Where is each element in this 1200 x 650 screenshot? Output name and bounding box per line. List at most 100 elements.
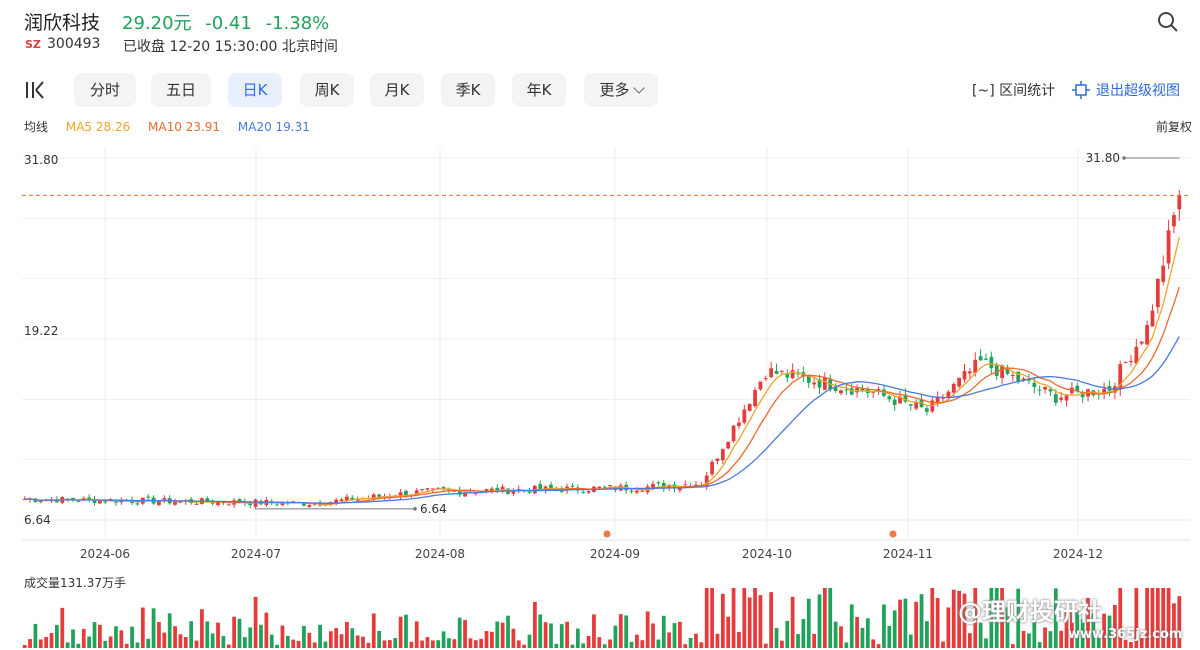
search-icon[interactable] [1156,10,1180,34]
candle-body [753,389,757,407]
volume-bar [822,588,827,648]
volume-bar [264,612,269,648]
candle-body [774,370,779,374]
volume-bar [130,626,134,648]
candle-body [758,381,763,390]
volume-bar [355,635,360,648]
tab-monthly-k[interactable]: 月K [370,73,424,107]
volume-bar [780,640,784,648]
candle-body [1080,393,1085,398]
candle-body [420,489,424,491]
volume-bar [667,632,672,648]
ma10-value: MA10 23.91 [148,120,221,134]
volume-bar [828,588,833,648]
candle-body [1155,278,1160,308]
volume-bar [307,632,312,648]
volume-bar [377,630,382,648]
tab-more[interactable]: 更多 [584,73,658,107]
volume-bar [613,625,618,648]
volume-bar [1161,588,1166,648]
candle-body [946,391,951,398]
volume-bar [210,633,215,648]
volume-bar [350,628,355,648]
volume-bar [259,624,263,648]
volume-bar [334,628,339,648]
range-stats-button[interactable]: [~] 区间统计 [972,83,1056,99]
volume-bar [941,641,945,648]
volume-bar [597,637,602,648]
volume-bar [216,622,220,648]
candle-body [833,387,838,391]
volume-bar [769,592,774,648]
tab-daily-k[interactable]: 日K [228,73,282,107]
volume-bar [801,619,806,648]
volume-bar [790,596,795,648]
candle-body [38,501,43,503]
volume-bar [393,638,398,648]
kline-toggle-icon[interactable] [24,80,46,100]
volume-bar [602,644,607,648]
candle-body [710,461,714,475]
volume-bar [420,640,424,648]
volume-label: 成交量131.37万手 [24,576,126,590]
ma20-value: MA20 19.31 [237,120,310,134]
candle-body [473,492,478,494]
volume-bar [500,622,505,648]
volume-bar [135,642,140,648]
volume-bar [656,639,661,648]
y-tick-label: 6.64 [24,513,51,527]
volume-bar [753,588,757,648]
candle-body [602,486,607,488]
volume-bar [157,622,161,648]
candle-body [1064,395,1069,401]
candle-body [1145,325,1149,345]
candle-body [747,404,752,411]
candle-body [194,503,199,505]
volume-bar [1059,630,1064,648]
candle-body [1010,374,1015,376]
volume-bar [114,626,118,648]
volume-bar [1070,610,1074,648]
volume-bar [903,598,908,648]
volume-bar [951,589,956,648]
candle-body [651,483,655,488]
tab-quarterly-k[interactable]: 季K [441,73,495,107]
volume-bar [1166,588,1171,648]
candle-body [495,487,500,493]
candle-body [216,501,220,506]
candle-body [806,375,811,383]
candle-body [339,499,344,502]
tab-more-label: 更多 [599,81,630,99]
volume-bar [737,631,741,648]
candle-body [516,489,521,491]
candle-body [973,359,978,374]
candle-body [908,404,913,406]
volume-bar [275,644,279,648]
ma-label: 均线 [24,120,49,134]
tab-intraday[interactable]: 分时 [74,73,136,107]
volume-bar [38,639,43,648]
candle-body [839,390,843,394]
volume-bar [441,631,446,648]
volume-bar [527,634,532,648]
volume-bar [914,601,919,648]
candle-body [490,488,494,491]
candle-body [608,485,612,487]
y-tick-label: 31.80 [24,153,58,167]
volume-bar [839,626,843,648]
candle-body [1118,364,1123,390]
volume-bar [549,623,553,648]
candle-body [1016,371,1021,382]
tab-weekly-k[interactable]: 周K [300,73,354,107]
candle-body [731,425,736,442]
exit-super-view-button[interactable]: 退出超级视图 [1096,83,1180,99]
tab-five-day[interactable]: 五日 [151,73,211,107]
exit-fullscreen-icon[interactable] [1072,81,1090,99]
volume-bar [645,611,650,648]
candle-body [103,501,108,503]
tab-yearly-k[interactable]: 年K [512,73,566,107]
kline-chart[interactable]: 2024-06 2024-07 2024-08 2024-09 2024-10 2024-… [0,148,1200,568]
candle-body [404,490,408,497]
volume-bar [1027,633,1031,648]
adjust-mode[interactable]: 前复权 [1155,120,1192,134]
